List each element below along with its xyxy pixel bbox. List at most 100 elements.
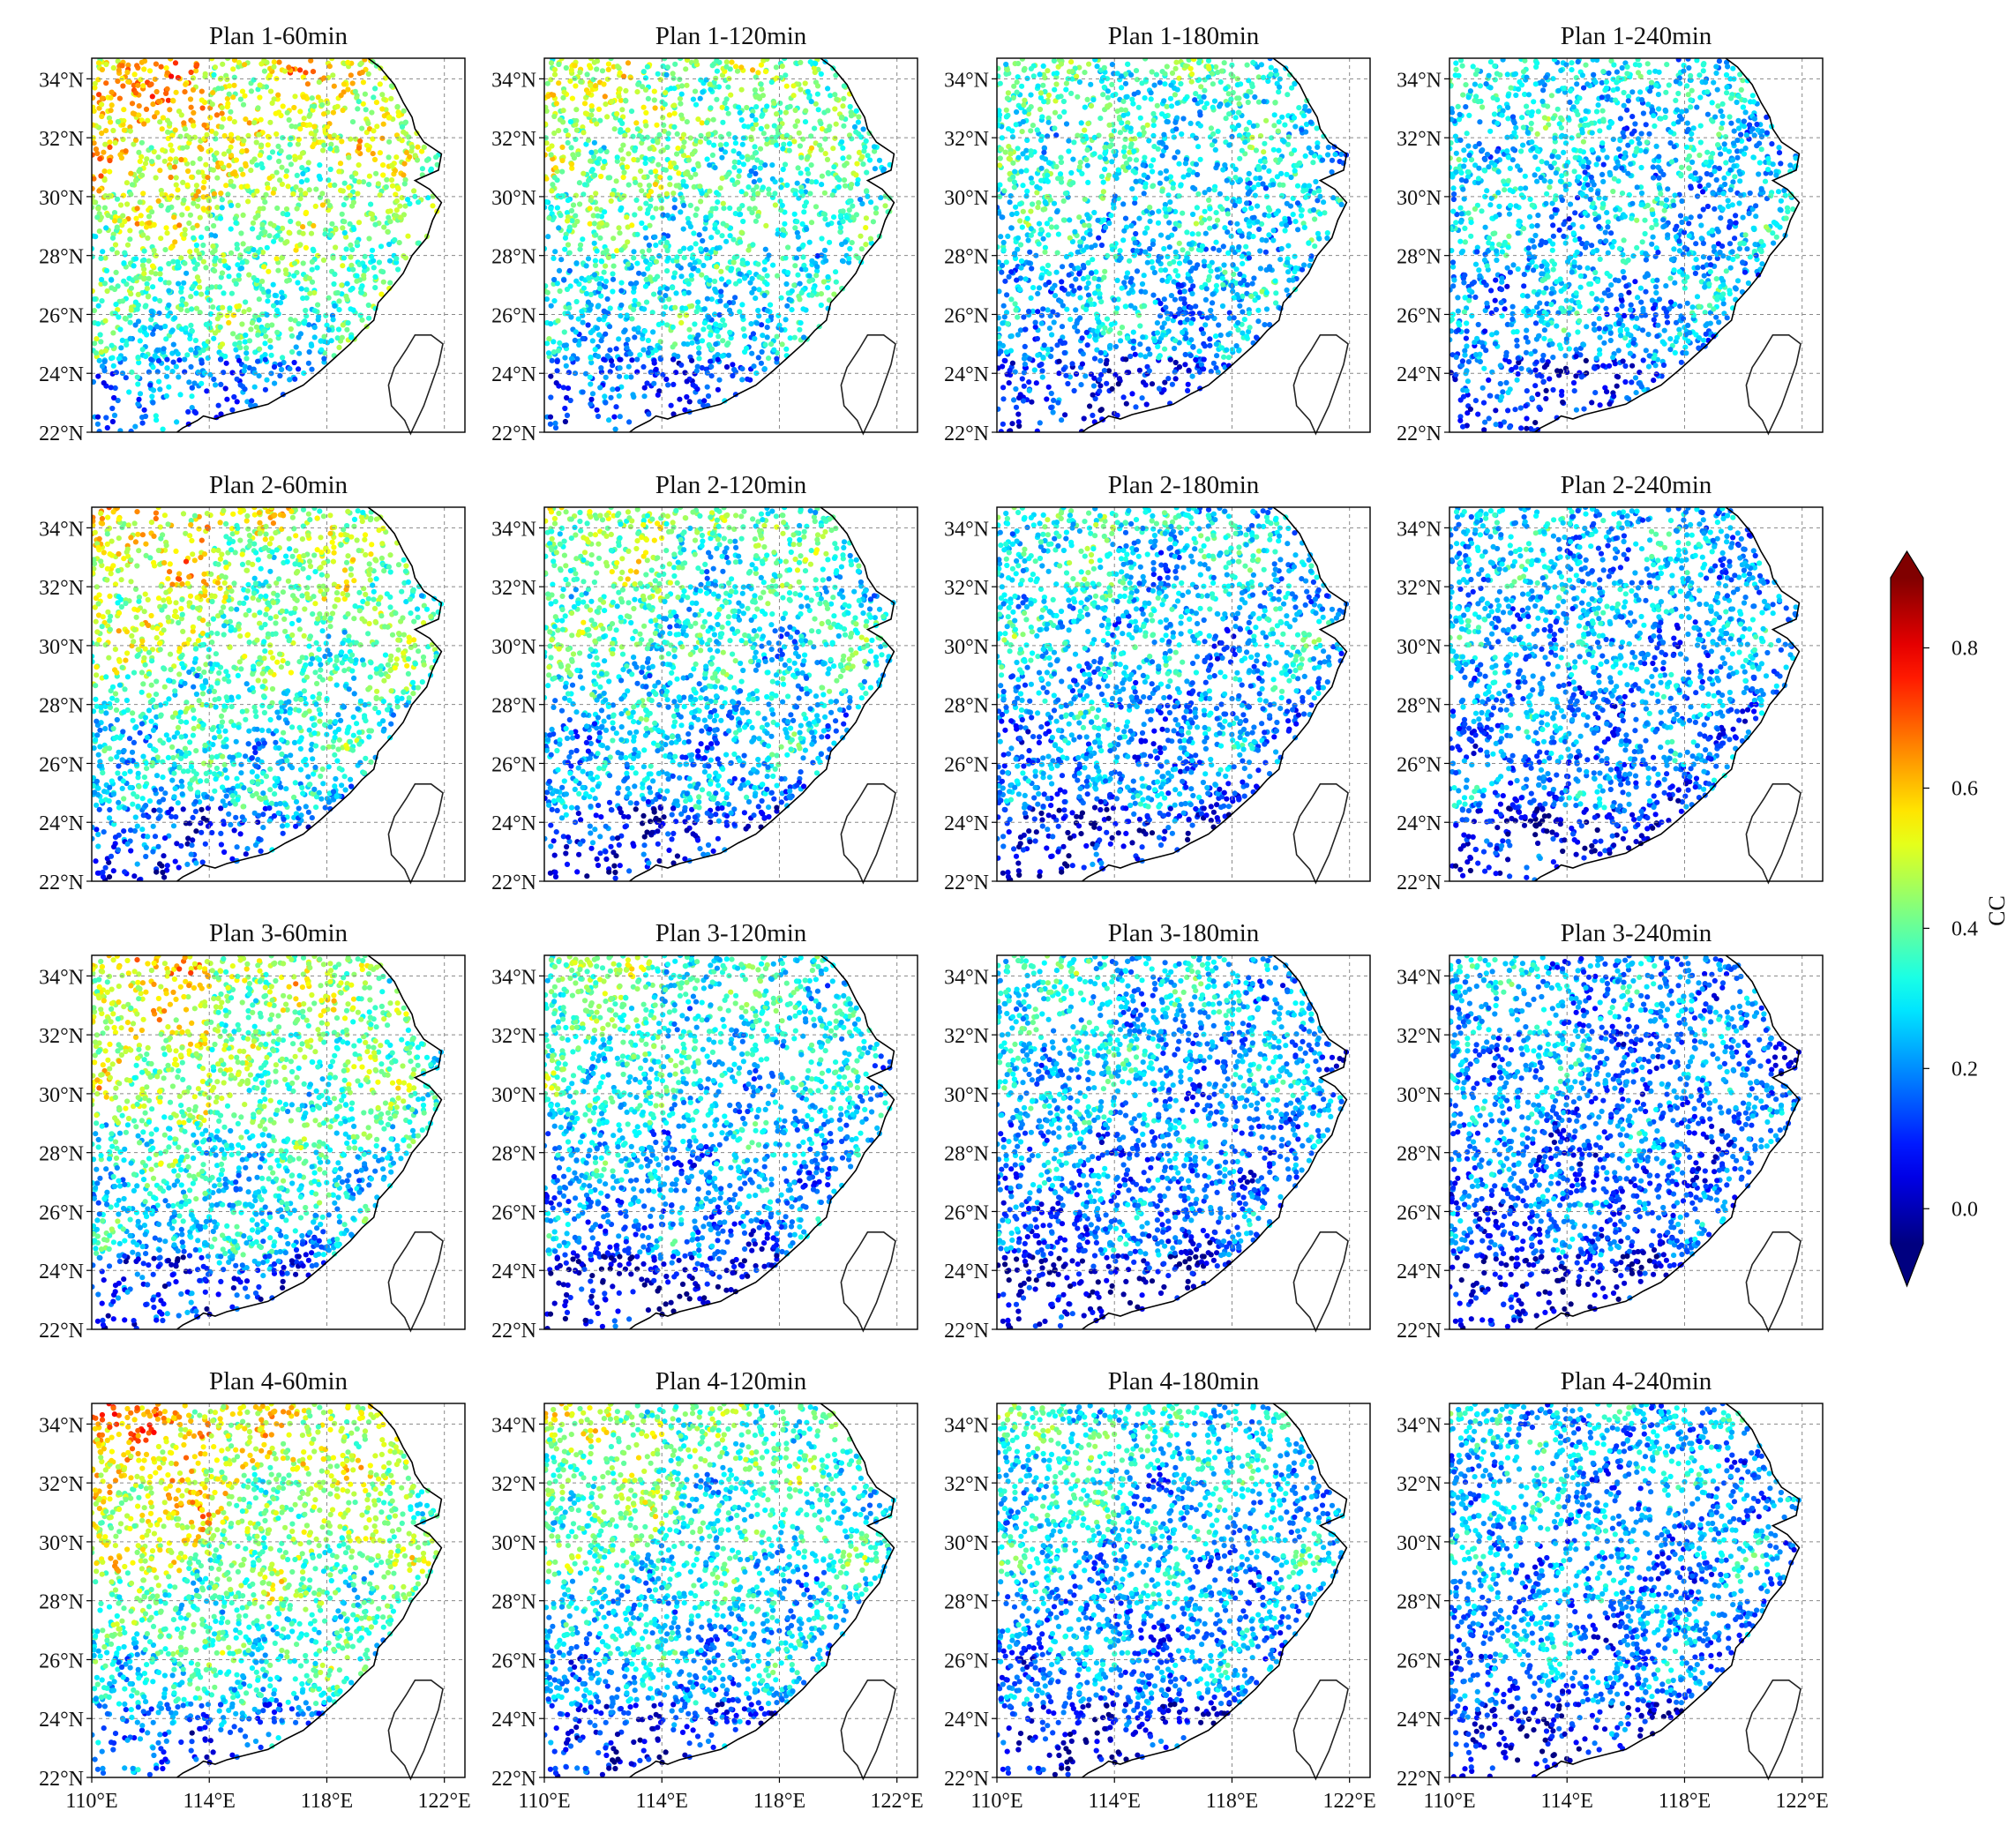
station-point bbox=[616, 373, 623, 379]
station-point bbox=[764, 281, 770, 288]
station-point bbox=[717, 298, 723, 304]
station-point bbox=[149, 209, 155, 215]
station-point bbox=[624, 312, 630, 318]
station-point bbox=[623, 87, 629, 94]
station-point bbox=[614, 386, 621, 393]
station-point bbox=[204, 225, 210, 232]
station-point bbox=[127, 319, 133, 325]
station-point bbox=[1240, 293, 1246, 299]
station-point bbox=[228, 226, 234, 232]
station-point bbox=[173, 159, 179, 165]
station-point bbox=[102, 348, 109, 354]
station-point bbox=[109, 89, 115, 95]
station-point bbox=[565, 132, 572, 138]
station-point bbox=[545, 350, 552, 356]
station-point bbox=[662, 128, 668, 134]
station-point bbox=[1119, 85, 1125, 91]
station-point bbox=[244, 183, 251, 190]
station-point bbox=[832, 106, 838, 112]
station-point bbox=[96, 357, 102, 363]
station-point bbox=[657, 356, 664, 363]
station-point bbox=[683, 312, 690, 318]
station-point bbox=[138, 213, 144, 219]
station-point bbox=[565, 218, 571, 224]
station-point bbox=[802, 119, 809, 125]
station-point bbox=[239, 88, 246, 94]
station-point bbox=[750, 187, 756, 193]
station-point bbox=[103, 267, 110, 273]
station-point bbox=[150, 263, 156, 269]
station-point bbox=[1097, 116, 1104, 122]
station-point bbox=[210, 90, 216, 96]
station-point bbox=[551, 92, 557, 98]
station-point bbox=[840, 208, 846, 214]
station-point bbox=[137, 199, 143, 206]
station-point bbox=[764, 58, 770, 63]
station-point bbox=[150, 101, 156, 108]
station-point bbox=[701, 398, 708, 404]
station-point bbox=[218, 191, 224, 197]
station-point bbox=[1057, 171, 1064, 177]
station-point bbox=[614, 154, 620, 161]
station-point bbox=[625, 261, 632, 267]
station-point bbox=[92, 296, 97, 303]
scatter-points bbox=[92, 58, 442, 432]
station-point bbox=[144, 156, 150, 162]
station-point bbox=[377, 150, 383, 156]
station-point bbox=[860, 126, 866, 132]
station-point bbox=[176, 281, 182, 287]
station-point bbox=[825, 221, 831, 228]
station-point bbox=[758, 125, 764, 131]
station-point bbox=[801, 262, 807, 268]
station-point bbox=[349, 246, 356, 253]
station-point bbox=[790, 83, 797, 89]
station-point bbox=[152, 296, 158, 303]
station-point bbox=[1088, 102, 1095, 109]
station-point bbox=[1119, 120, 1125, 126]
station-point bbox=[414, 157, 421, 163]
station-point bbox=[783, 72, 789, 79]
station-point bbox=[93, 234, 99, 240]
station-point bbox=[316, 313, 322, 319]
station-point bbox=[1207, 225, 1213, 231]
station-point bbox=[761, 266, 768, 273]
station-point bbox=[588, 355, 594, 361]
station-point bbox=[730, 236, 737, 243]
station-point bbox=[688, 273, 694, 279]
station-point bbox=[753, 218, 760, 224]
station-point bbox=[634, 126, 640, 132]
station-point bbox=[270, 190, 276, 196]
station-point bbox=[556, 267, 563, 273]
station-point bbox=[323, 130, 329, 136]
station-point bbox=[760, 131, 767, 137]
station-point bbox=[265, 142, 271, 148]
station-point bbox=[199, 357, 205, 363]
station-point bbox=[768, 313, 775, 319]
station-point bbox=[663, 191, 670, 197]
station-point bbox=[230, 312, 237, 318]
station-point bbox=[1011, 184, 1017, 191]
station-point bbox=[1109, 246, 1116, 252]
station-point bbox=[1157, 180, 1163, 186]
station-point bbox=[703, 214, 709, 221]
station-point bbox=[1268, 71, 1274, 78]
station-point bbox=[101, 368, 108, 374]
station-point bbox=[1054, 342, 1060, 348]
station-point bbox=[548, 77, 554, 83]
station-point bbox=[309, 266, 315, 273]
station-point bbox=[205, 355, 211, 361]
station-point bbox=[594, 160, 600, 166]
station-point bbox=[1150, 292, 1157, 298]
station-point bbox=[245, 132, 251, 138]
station-point bbox=[671, 205, 678, 211]
station-point bbox=[1189, 231, 1195, 237]
station-point bbox=[303, 191, 309, 197]
station-point bbox=[134, 374, 140, 380]
station-point bbox=[191, 109, 197, 116]
station-point bbox=[654, 122, 660, 128]
station-point bbox=[671, 123, 678, 131]
station-point bbox=[608, 58, 614, 62]
station-point bbox=[695, 163, 701, 169]
station-point bbox=[687, 262, 693, 268]
station-point bbox=[254, 162, 260, 168]
